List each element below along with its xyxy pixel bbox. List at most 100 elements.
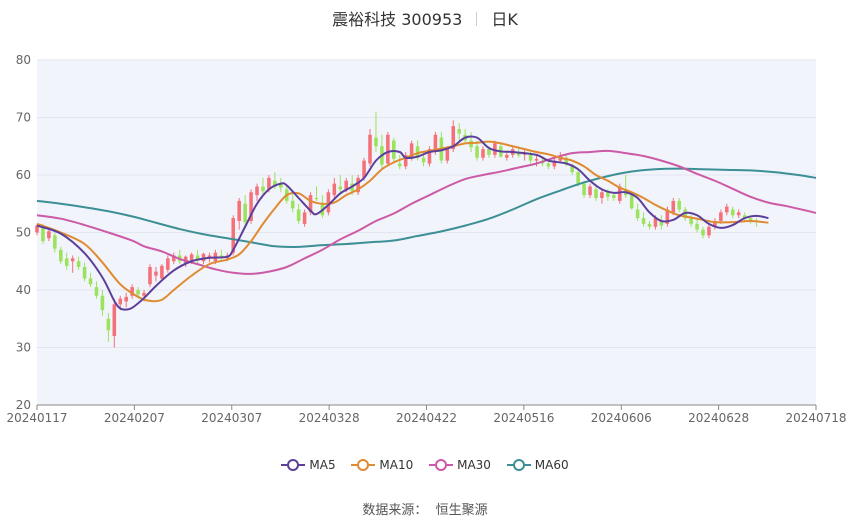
candle [314,186,319,201]
legend-item-ma60[interactable]: MA60 [506,458,569,472]
candle [243,195,247,227]
candle [695,218,699,233]
legend-item-ma5[interactable]: MA5 [281,458,336,472]
candle [249,189,253,224]
candle-body [231,218,236,253]
candle-body [100,295,105,311]
candle-body [481,149,485,158]
series-line-ma30 [36,149,817,275]
candle-body [267,177,271,190]
candle-body [487,149,491,155]
candle-body [588,186,592,196]
chart-title: 震裕科技 300953 日K [0,6,850,30]
candle [76,256,81,270]
candle-body [606,192,610,197]
candle-body [719,212,723,221]
legend-marker-ma10 [351,459,376,471]
legend-item-ma10[interactable]: MA10 [351,458,413,472]
candle-body [106,318,111,331]
candle [546,160,551,170]
candle-body [136,290,140,295]
candle [475,140,479,161]
candle-body [35,225,39,233]
candle [457,123,461,141]
candle [100,290,105,316]
candle-body [237,200,241,221]
legend: MA5 MA10 MA30 MA60 [0,458,850,472]
candle-body [594,189,598,198]
candle-body [582,183,586,196]
candle [338,175,343,193]
candle [59,246,63,265]
candle [427,146,432,167]
candle-body [332,183,337,196]
candle-body [689,218,693,224]
source-name: 恒生聚源 [435,503,488,518]
candle [647,221,652,230]
candle-body [534,158,539,161]
candle-body [112,304,117,336]
candle [701,226,705,239]
title-divider [476,12,478,26]
candle-body [742,215,747,219]
candle-body [368,134,372,164]
candle [195,249,200,265]
candle-body [528,154,533,161]
legend-label-ma30: MA30 [457,458,491,472]
candle-body [725,206,729,213]
candle [356,175,360,196]
y-tick-label: 40 [16,283,31,297]
x-tick-label: 20240422 [396,411,457,425]
candle [70,255,75,273]
candle-body [713,221,717,227]
candle [130,284,134,299]
candle-body [249,192,253,221]
candle-body [142,292,146,296]
legend-marker-ma60 [506,459,531,471]
candle-body [148,267,152,285]
candle [332,177,337,198]
candle-body [665,209,670,224]
candle [53,232,57,253]
candle [124,292,128,308]
candle [160,264,164,282]
x-tick-label: 20240628 [688,411,749,425]
candle [261,177,265,196]
series-line-ma5 [36,135,769,311]
period-label: 日K [491,10,518,29]
legend-item-ma30[interactable]: MA30 [429,458,491,472]
candle [403,152,408,170]
candle [493,140,497,158]
series-line-ma60 [36,167,817,248]
candle-body [64,258,69,266]
candle-body [629,195,634,209]
candle [730,206,735,219]
candle-body [362,160,366,178]
candle-body [552,160,557,167]
candle-body [70,258,75,262]
candle [279,177,283,193]
candle-body [326,192,331,213]
candle-body [41,226,45,242]
candle-body [748,218,753,221]
candle-body [641,218,646,224]
candle-body [308,195,313,213]
candle-body [201,253,206,262]
x-tick-label: 20240117 [6,411,67,425]
candle-body [356,177,360,193]
candle-body [386,134,390,164]
candle-body [94,287,99,296]
candle-body [82,267,87,279]
candle [594,186,598,201]
candle-body [564,157,569,165]
candle-body [415,146,420,158]
candle-body [154,271,158,276]
candle [82,262,87,282]
legend-label-ma5: MA5 [309,458,336,472]
candle-body [451,126,456,150]
candle-body [427,149,432,164]
candle-body [695,223,699,230]
candle-body [397,163,402,167]
candle [166,255,170,273]
